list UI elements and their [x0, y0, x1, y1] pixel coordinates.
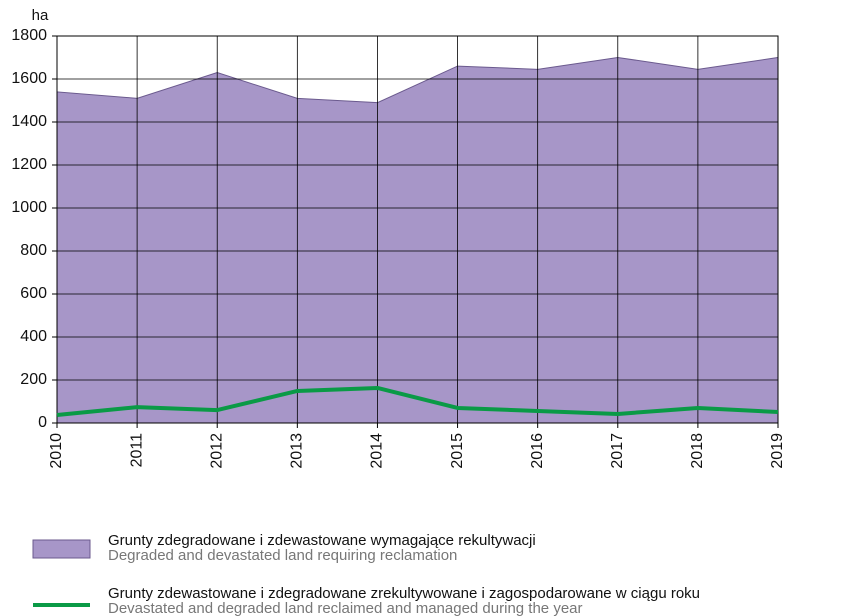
- line: [56, 385, 779, 418]
- legend-label-en: Devastated and degraded land reclaimed a…: [108, 600, 583, 616]
- x-tick-label: 2011: [128, 433, 145, 468]
- x-tick-label: 2017: [609, 433, 626, 469]
- plot-border: [56, 35, 779, 424]
- y-tick-label: 1000: [11, 199, 47, 216]
- x-tick-label: 2012: [208, 433, 225, 469]
- y-tick-label: 1800: [11, 27, 47, 44]
- y-axis-label: ha: [32, 7, 49, 24]
- y-tick-label: 200: [20, 371, 47, 388]
- x-tick-label: 2016: [529, 433, 546, 469]
- y-tick-label: 0: [38, 414, 47, 431]
- x-tick-label: 2019: [769, 433, 786, 469]
- y-tick-label: 800: [20, 242, 47, 259]
- y-tick-label: 1200: [11, 156, 47, 173]
- x-tick-label: 2010: [48, 433, 65, 469]
- x-tick-label: 2014: [369, 433, 386, 469]
- x-tick-label: 2015: [449, 433, 466, 469]
- legend-swatch: [32, 539, 91, 559]
- x-tick-label: 2013: [289, 433, 306, 469]
- y-tick-label: 1600: [11, 70, 47, 87]
- y-tick-label: 600: [20, 285, 47, 302]
- area: [56, 56, 779, 424]
- x-tick-label: 2018: [689, 433, 706, 469]
- legend-label-en: Degraded and devastated land requiring r…: [108, 547, 457, 564]
- y-tick-label: 1400: [11, 113, 47, 130]
- y-tick-label: 400: [20, 328, 47, 345]
- legend-label: Grunty zdewastowane i zdegradowane zreku…: [108, 585, 700, 602]
- legend-label: Grunty zdegradowane i zdewastowane wymag…: [108, 532, 536, 549]
